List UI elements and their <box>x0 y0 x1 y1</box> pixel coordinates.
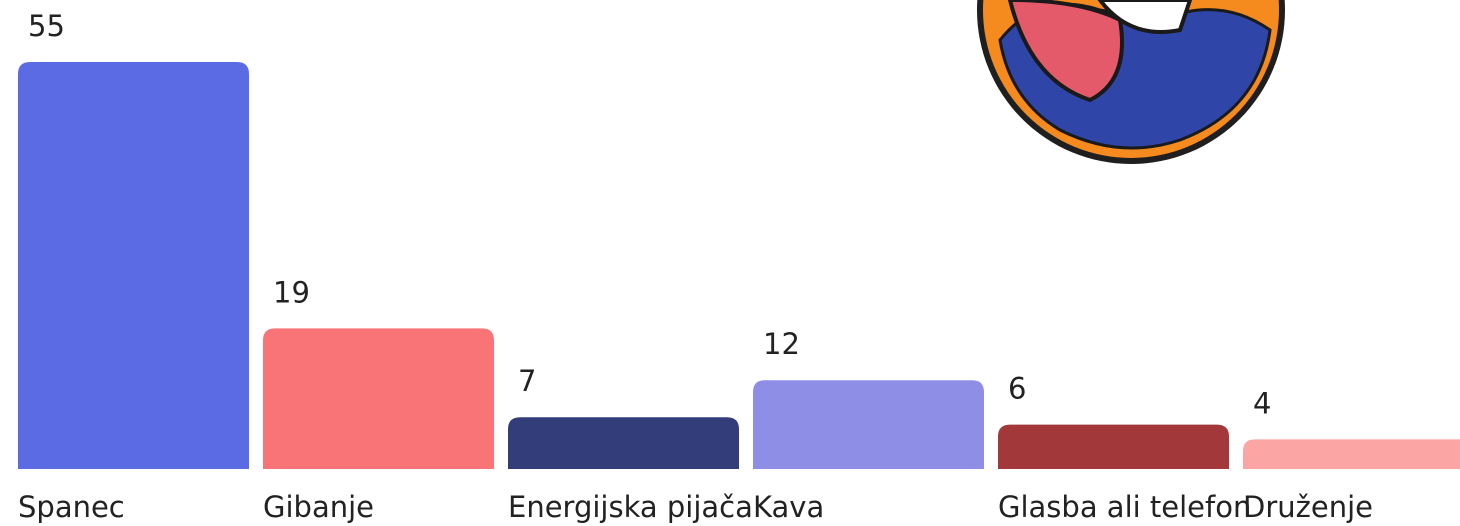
page: 55 Spanec 19 Gibanje 7 Energijska pijača 12 Kav… <box>0 0 1460 526</box>
value-label: 19 <box>273 275 310 309</box>
category-label: Spanec <box>18 490 125 524</box>
chart: 55 Spanec 19 Gibanje 7 Energijska pijača 12 Kav… <box>0 0 1460 526</box>
category-label: Energijska pijača <box>508 490 753 524</box>
bar <box>18 62 249 469</box>
category-label: Kava <box>753 490 824 524</box>
value-label: 7 <box>518 364 536 398</box>
value-label: 55 <box>28 9 65 43</box>
category-label: Glasba ali telefon <box>998 490 1251 524</box>
bar <box>998 425 1229 469</box>
value-label: 4 <box>1253 386 1271 420</box>
bar <box>1243 439 1460 469</box>
bar <box>508 417 739 469</box>
value-label: 6 <box>1008 372 1026 406</box>
category-label: Gibanje <box>263 490 374 524</box>
value-label: 12 <box>763 327 800 361</box>
mascot-ball <box>977 0 1285 164</box>
bar <box>753 380 984 469</box>
bar <box>263 328 494 469</box>
category-label: Druženje <box>1243 490 1373 524</box>
